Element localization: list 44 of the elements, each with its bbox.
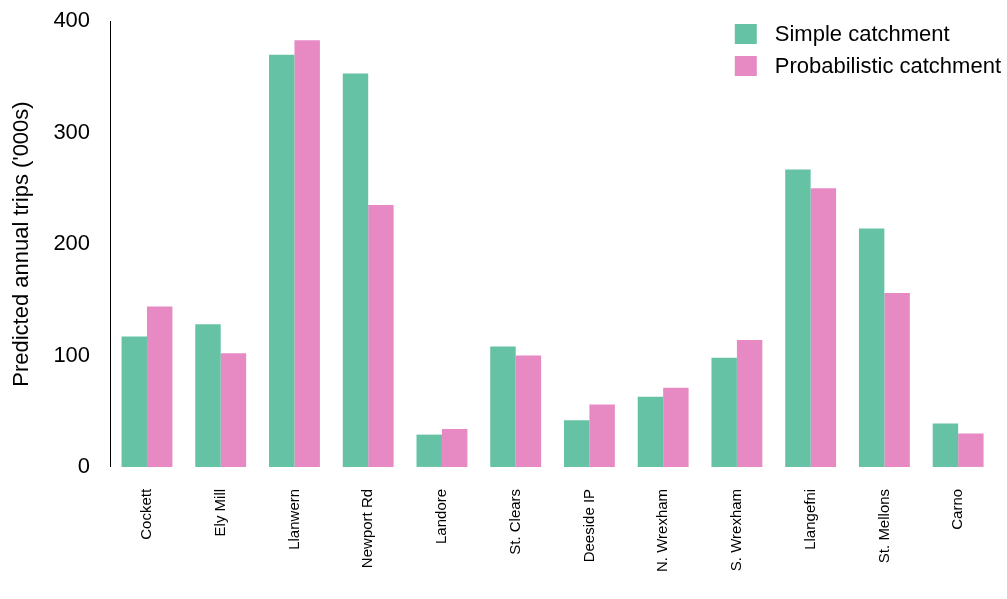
bar <box>711 357 737 467</box>
bar <box>810 188 837 467</box>
bar <box>368 205 394 467</box>
bar <box>121 336 147 467</box>
bar <box>589 404 615 467</box>
bar <box>220 353 247 467</box>
bar <box>195 324 221 467</box>
x-tick-label: Ely Mill <box>210 488 228 537</box>
y-tick-label: 200 <box>53 230 91 256</box>
x-tick-label: Cockett <box>137 488 155 540</box>
x-tick-label: Llangefni <box>800 488 818 550</box>
x-tick-label: Landore <box>432 488 450 544</box>
bar <box>342 73 369 467</box>
x-tick-label: St. Clears <box>505 488 523 555</box>
bar <box>884 293 910 467</box>
bar <box>858 228 885 467</box>
bar <box>563 420 590 467</box>
bar <box>490 346 516 467</box>
legend-label: Probabilistic catchment <box>774 53 1002 79</box>
legend-label: Simple catchment <box>774 21 950 47</box>
x-tick-label: St. Mellons <box>874 488 892 564</box>
bar <box>416 434 442 467</box>
x-tick-label: Llanwern <box>284 488 302 550</box>
x-tick-label: Newport Rd <box>358 488 376 569</box>
bar <box>294 40 320 467</box>
x-tick-label: N. Wrexham <box>653 488 671 573</box>
bar <box>515 355 542 467</box>
y-tick-label: 100 <box>53 341 91 367</box>
x-tick-label: Carno <box>948 488 966 530</box>
bar <box>663 387 689 467</box>
y-axis-title: Predicted annual trips ('000s) <box>8 101 34 387</box>
bar <box>146 306 173 467</box>
y-tick-label: 0 <box>77 452 91 478</box>
y-tick-label: 400 <box>53 7 91 33</box>
x-tick-label: S. Wrexham <box>727 488 745 572</box>
bar <box>637 396 664 467</box>
bar <box>932 423 959 467</box>
bar <box>958 433 984 467</box>
bar <box>736 339 763 467</box>
x-tick-label: Deeside IP <box>579 488 597 563</box>
bar <box>441 429 468 467</box>
y-tick-label: 300 <box>53 118 91 144</box>
bar <box>785 169 811 467</box>
bar <box>269 54 295 467</box>
